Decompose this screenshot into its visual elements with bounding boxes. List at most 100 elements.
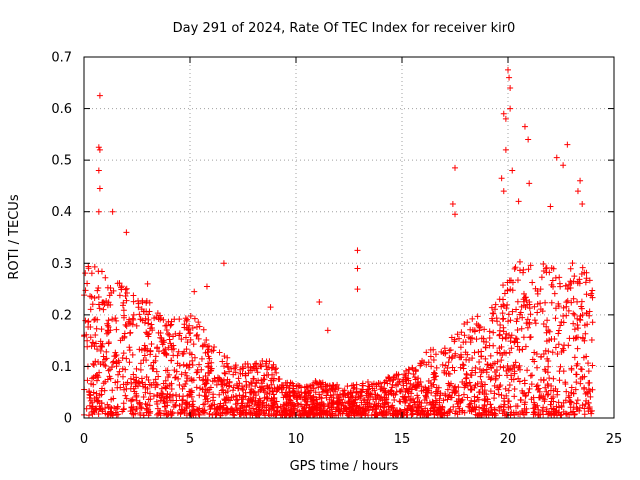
data-point — [506, 332, 513, 339]
data-point — [354, 286, 361, 293]
data-point — [162, 384, 169, 391]
data-point — [200, 401, 207, 408]
data-point — [130, 292, 137, 299]
data-point — [291, 393, 298, 400]
data-point — [504, 372, 511, 379]
data-point — [129, 396, 136, 403]
data-point — [519, 346, 526, 353]
data-point — [410, 382, 417, 389]
data-point — [542, 299, 549, 306]
data-point — [145, 320, 152, 327]
data-point — [119, 408, 126, 415]
data-point — [491, 390, 498, 397]
data-point — [243, 407, 250, 414]
data-point — [488, 304, 495, 311]
data-point — [324, 401, 331, 408]
data-point — [454, 400, 461, 407]
data-point — [179, 350, 186, 357]
data-point — [409, 365, 416, 372]
data-point — [100, 353, 107, 360]
data-point — [140, 412, 147, 419]
data-point — [579, 334, 586, 341]
data-point — [414, 392, 421, 399]
data-point — [422, 392, 429, 399]
data-point — [461, 321, 468, 328]
data-point — [217, 409, 224, 416]
data-point — [488, 404, 495, 411]
data-point — [501, 349, 508, 356]
data-point — [339, 391, 346, 398]
data-point — [214, 406, 221, 413]
data-point — [506, 382, 513, 389]
data-point — [209, 378, 216, 385]
data-point — [257, 410, 264, 417]
data-point — [423, 349, 430, 356]
data-point — [282, 389, 289, 396]
data-point — [89, 399, 96, 406]
data-point — [481, 397, 488, 404]
data-point — [189, 357, 196, 364]
data-point — [91, 294, 98, 301]
data-point — [187, 391, 194, 398]
data-point — [427, 353, 434, 360]
data-point — [461, 332, 468, 339]
data-point — [131, 388, 138, 395]
data-point — [390, 376, 397, 383]
data-point — [584, 390, 591, 397]
data-point — [586, 308, 593, 315]
data-point — [576, 316, 583, 323]
data-point — [551, 411, 558, 418]
data-point — [563, 388, 570, 395]
data-point — [129, 351, 136, 358]
data-point — [154, 400, 161, 407]
data-point — [290, 392, 297, 399]
data-point — [577, 177, 584, 184]
data-point — [467, 400, 474, 407]
data-point — [562, 410, 569, 417]
data-point — [529, 356, 536, 363]
data-point — [462, 382, 469, 389]
data-point — [90, 381, 97, 388]
data-point — [257, 361, 264, 368]
data-point — [532, 410, 539, 417]
data-point — [490, 310, 497, 317]
data-point — [120, 400, 127, 407]
data-point — [316, 298, 323, 305]
data-point — [427, 379, 434, 386]
data-point — [531, 317, 538, 324]
data-point — [520, 290, 527, 297]
data-point — [520, 266, 527, 273]
data-point — [486, 328, 493, 335]
data-point — [476, 404, 483, 411]
data-point — [258, 383, 265, 390]
data-point — [467, 339, 474, 346]
data-point — [541, 366, 548, 373]
data-point — [208, 365, 215, 372]
data-point — [491, 406, 498, 413]
data-point — [289, 380, 296, 387]
data-point — [405, 389, 412, 396]
data-point — [574, 397, 581, 404]
data-point — [461, 409, 468, 416]
data-point — [112, 379, 119, 386]
data-point — [289, 385, 296, 392]
data-point — [105, 404, 112, 411]
data-point — [123, 395, 130, 402]
data-point — [542, 265, 549, 272]
data-point — [495, 391, 502, 398]
data-point — [574, 188, 581, 195]
data-point — [144, 401, 151, 408]
data-point — [244, 399, 251, 406]
data-point — [189, 377, 196, 384]
data-point — [267, 304, 274, 311]
data-point — [511, 385, 518, 392]
data-point — [504, 362, 511, 369]
data-point — [95, 398, 102, 405]
data-point — [408, 390, 415, 397]
data-point — [260, 399, 267, 406]
data-point — [466, 356, 473, 363]
data-point — [104, 401, 111, 408]
data-point — [462, 375, 469, 382]
data-point — [501, 290, 508, 297]
data-point — [96, 392, 103, 399]
